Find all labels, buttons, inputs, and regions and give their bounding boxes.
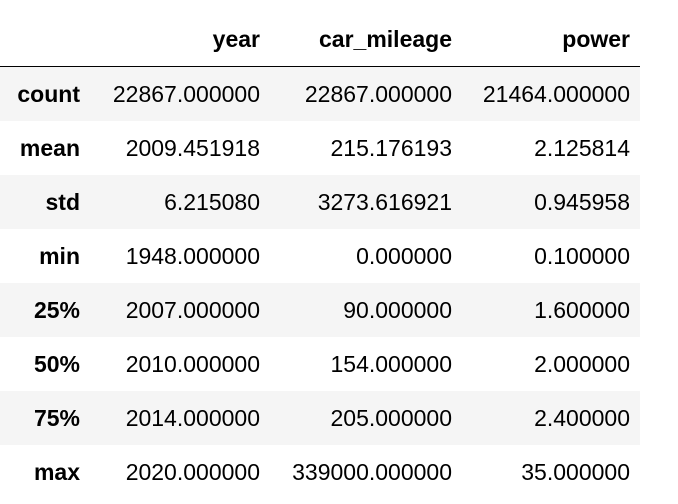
- cell-car-mileage: 22867.000000: [304, 80, 452, 107]
- cell-car-mileage: 215.176193: [330, 134, 452, 161]
- cell-car-mileage: 154.000000: [330, 350, 452, 377]
- cell-year: 1948.000000: [125, 242, 260, 269]
- dataframe-table: year car_mileage power count 22867.00000…: [0, 12, 640, 499]
- row-label: max: [33, 458, 80, 485]
- cell-power: 35.000000: [521, 458, 630, 485]
- row-label: min: [39, 242, 80, 269]
- cell-year: 2020.000000: [125, 458, 260, 485]
- cell-year: 2014.000000: [125, 404, 260, 431]
- cell-year: 2010.000000: [125, 350, 260, 377]
- cell-car-mileage: 3273.616921: [317, 188, 452, 215]
- cell-car-mileage: 205.000000: [330, 404, 452, 431]
- table-row: max 2020.000000 339000.000000 35.000000: [0, 445, 640, 499]
- row-label: mean: [19, 134, 80, 161]
- cell-year: 6.215080: [164, 188, 260, 215]
- cell-power: 0.945958: [534, 188, 630, 215]
- column-header-year: year: [212, 25, 260, 52]
- cell-power: 2.125814: [534, 134, 630, 161]
- row-label: 75%: [33, 404, 80, 431]
- cell-power: 1.600000: [534, 296, 630, 323]
- cell-car-mileage: 90.000000: [343, 296, 452, 323]
- table-row: mean 2009.451918 215.176193 2.125814: [0, 121, 640, 175]
- table-row: min 1948.000000 0.000000 0.100000: [0, 229, 640, 283]
- table-row: count 22867.000000 22867.000000 21464.00…: [0, 67, 640, 121]
- table-row: 50% 2010.000000 154.000000 2.000000: [0, 337, 640, 391]
- cell-power: 2.000000: [534, 350, 630, 377]
- cell-power: 0.100000: [534, 242, 630, 269]
- cell-year: 2007.000000: [125, 296, 260, 323]
- row-label: 50%: [33, 350, 80, 377]
- cell-car-mileage: 339000.000000: [292, 458, 452, 485]
- row-label: count: [17, 80, 80, 107]
- table-row: std 6.215080 3273.616921 0.945958: [0, 175, 640, 229]
- cell-power: 21464.000000: [482, 80, 630, 107]
- cell-car-mileage: 0.000000: [356, 242, 452, 269]
- row-label: std: [45, 188, 81, 215]
- cell-year: 22867.000000: [112, 80, 260, 107]
- cell-power: 2.400000: [534, 404, 630, 431]
- row-label: 25%: [33, 296, 80, 323]
- cell-year: 2009.451918: [125, 134, 260, 161]
- column-header-car-mileage: car_mileage: [319, 25, 452, 52]
- column-header-power: power: [562, 25, 630, 52]
- table-header-row: year car_mileage power: [0, 12, 640, 67]
- table-row: 75% 2014.000000 205.000000 2.400000: [0, 391, 640, 445]
- table-row: 25% 2007.000000 90.000000 1.600000: [0, 283, 640, 337]
